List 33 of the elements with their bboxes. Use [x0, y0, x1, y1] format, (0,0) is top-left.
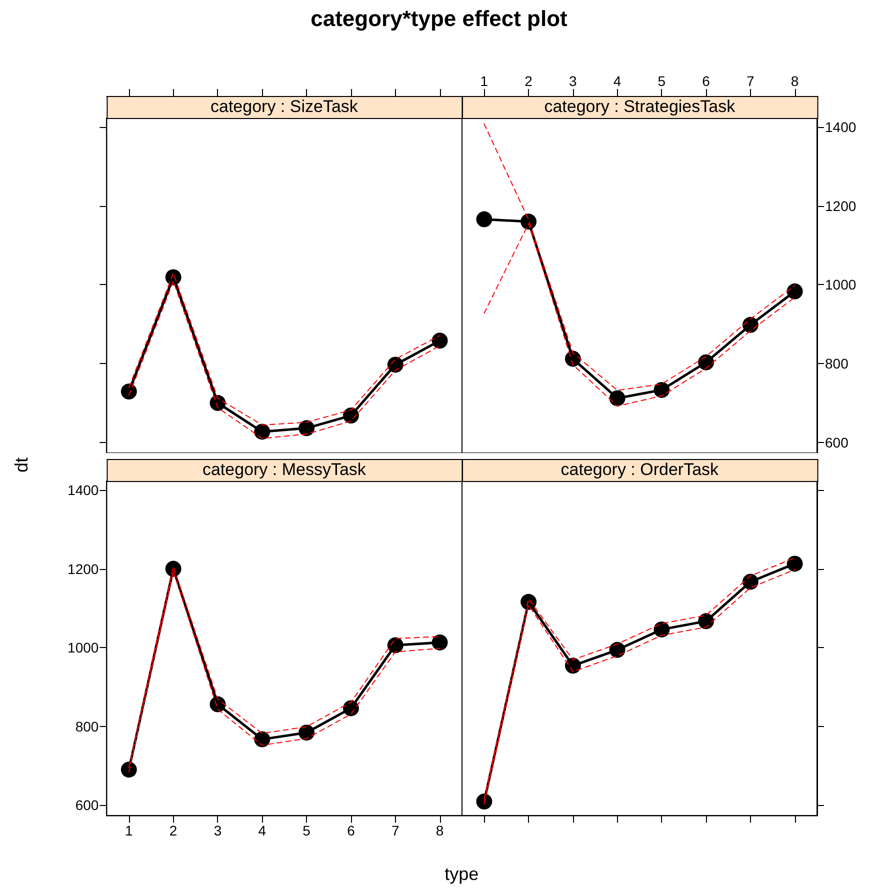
x-tick-label: 8 — [436, 822, 444, 839]
y-tick-label: 1400 — [68, 482, 99, 498]
y-tick-label: 800 — [824, 356, 848, 372]
x-tick-label: 4 — [258, 822, 266, 839]
y-tick-label: 1400 — [824, 119, 856, 136]
y-tick-label: 1200 — [824, 198, 856, 214]
x-tick-label: 8 — [790, 73, 799, 89]
chart-subtitle: category : MessyTask — [202, 460, 366, 479]
y-tick-label: 1200 — [68, 560, 99, 577]
x-tick-label: 5 — [657, 73, 666, 89]
x-tick-label: 6 — [702, 73, 710, 89]
y-tick-label: 800 — [75, 718, 99, 734]
x-tick-label: 1 — [125, 822, 134, 839]
chart-title: category*type effect plot — [310, 6, 568, 32]
x-tick-label: 6 — [347, 822, 356, 839]
x-tick-label: 3 — [568, 73, 577, 89]
y-tick-label: 600 — [824, 434, 848, 450]
x-tick-label: 4 — [613, 73, 622, 89]
y-tick-label: 1000 — [824, 276, 856, 293]
chart-subtitle: category : OrderTask — [560, 460, 719, 479]
x-axis-title: type — [444, 864, 479, 885]
x-tick-label: 5 — [302, 822, 311, 839]
y-tick-label: 1000 — [68, 640, 99, 656]
x-tick-label: 7 — [391, 822, 400, 839]
chart-subtitle: category : SizeTask — [210, 97, 358, 116]
chart-subtitle: category : StrategiesTask — [544, 97, 736, 116]
x-tick-label: 3 — [214, 822, 222, 839]
x-tick-label: 7 — [746, 73, 754, 89]
x-tick-label: 1 — [480, 73, 488, 89]
y-tick-label: 600 — [75, 797, 99, 814]
x-tick-label: 2 — [169, 822, 178, 839]
y-axis-title: dt — [12, 457, 32, 473]
x-tick-label: 2 — [524, 73, 532, 89]
